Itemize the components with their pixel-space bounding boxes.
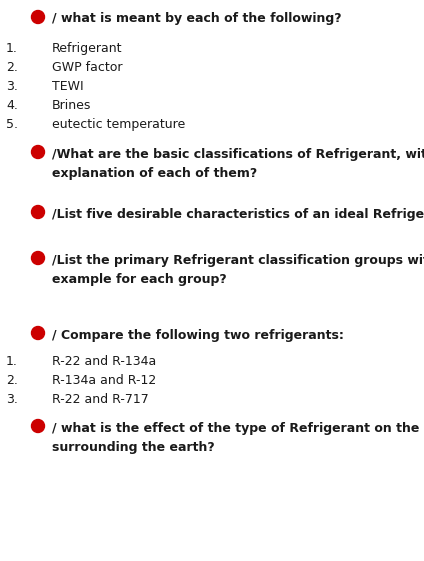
Text: 5.: 5. <box>6 118 18 131</box>
Text: GWP factor: GWP factor <box>52 61 123 74</box>
Circle shape <box>31 420 45 433</box>
Text: 2.: 2. <box>6 61 18 74</box>
Text: R-22 and R-717: R-22 and R-717 <box>52 393 149 406</box>
Text: 1.: 1. <box>6 42 18 55</box>
Text: /What are the basic classifications of Refrigerant, with an
explanation of each : /What are the basic classifications of R… <box>52 148 424 180</box>
Text: / what is meant by each of the following?: / what is meant by each of the following… <box>52 12 342 25</box>
Circle shape <box>31 205 45 218</box>
Text: Refrigerant: Refrigerant <box>52 42 123 55</box>
Text: 2.: 2. <box>6 374 18 387</box>
Text: TEWI: TEWI <box>52 80 84 93</box>
Text: eutectic temperature: eutectic temperature <box>52 118 185 131</box>
Text: /List five desirable characteristics of an ideal Refrigerant?: /List five desirable characteristics of … <box>52 208 424 221</box>
Circle shape <box>31 145 45 159</box>
Text: Brines: Brines <box>52 99 92 112</box>
Text: 4.: 4. <box>6 99 18 112</box>
Circle shape <box>31 251 45 264</box>
Text: 3.: 3. <box>6 393 18 406</box>
Text: R-22 and R-134a: R-22 and R-134a <box>52 355 156 368</box>
Text: /List the primary Refrigerant classification groups with an
example for each gro: /List the primary Refrigerant classifica… <box>52 254 424 286</box>
Text: 1.: 1. <box>6 355 18 368</box>
Text: / what is the effect of the type of Refrigerant on the ozone layer
surrounding t: / what is the effect of the type of Refr… <box>52 422 424 453</box>
Text: R-134a and R-12: R-134a and R-12 <box>52 374 156 387</box>
Text: 3.: 3. <box>6 80 18 93</box>
Text: / Compare the following two refrigerants:: / Compare the following two refrigerants… <box>52 329 344 342</box>
Circle shape <box>31 327 45 339</box>
Circle shape <box>31 11 45 24</box>
